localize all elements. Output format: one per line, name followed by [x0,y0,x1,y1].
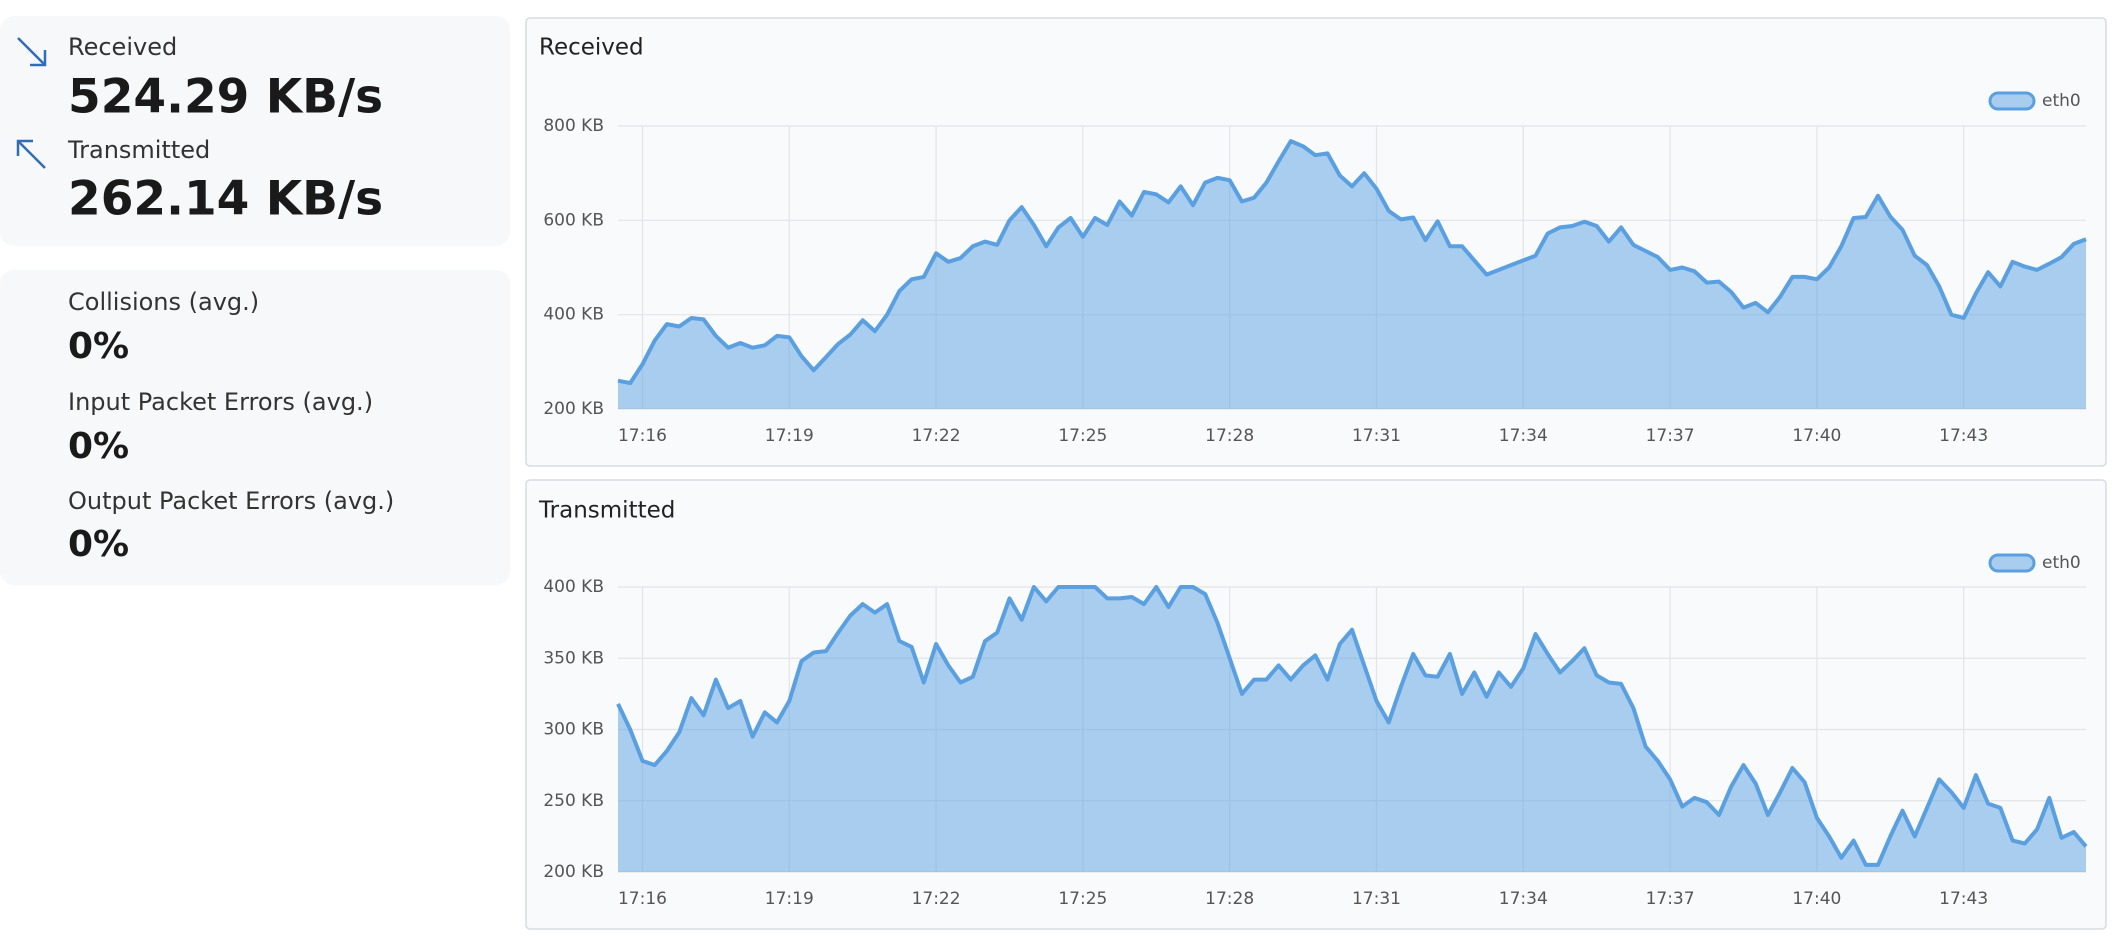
line [616,585,2088,867]
y-tick-label: 250 KB [543,791,604,811]
received-label: Received [68,33,177,61]
x-tick-label: 17:37 [1646,426,1695,446]
y-tick-label: 600 KB [543,210,604,230]
area [618,587,2086,872]
y-tick-label: 400 KB [543,577,604,597]
x-tick-label: 17:25 [1058,889,1107,909]
error-value: 0% [68,426,129,467]
received-value: 524.29 KB/s [68,70,383,125]
chart-title: Received [539,35,644,61]
x-tick-label: 17:31 [1352,889,1401,909]
legend-swatch [1988,91,2036,111]
x-tick-label: 17:31 [1352,426,1401,446]
y-tick-label: 300 KB [543,720,604,740]
x-tick-label: 17:16 [618,426,667,446]
line [617,139,2087,386]
area [618,141,2086,409]
error-card [0,270,510,585]
error-value: 0% [68,326,129,367]
x-tick-label: 17:22 [912,426,961,446]
error-label: Collisions (avg.) [68,288,259,316]
x-tick-label: 17:28 [1205,889,1254,909]
legend-label: eth0 [2042,553,2081,573]
x-tick-label: 17:19 [765,426,814,446]
y-tick-label: 200 KB [543,399,604,419]
x-tick-label: 17:34 [1499,426,1548,446]
x-tick-label: 17:40 [1792,426,1841,446]
y-tick-label: 350 KB [543,648,604,668]
transmitted-value: 262.14 KB/s [68,172,383,227]
legend-label: eth0 [2042,91,2081,111]
x-tick-label: 17:25 [1058,426,1107,446]
x-tick-label: 17:22 [912,889,961,909]
error-label: Output Packet Errors (avg.) [68,487,394,515]
x-tick-label: 17:43 [1939,426,1988,446]
chart-title: Transmitted [538,498,675,524]
transmitted-label: Transmitted [67,136,210,164]
x-tick-label: 17:19 [765,889,814,909]
x-tick-label: 17:34 [1499,889,1548,909]
y-tick-label: 800 KB [543,116,604,136]
error-value: 0% [68,524,129,565]
x-tick-label: 17:43 [1939,889,1988,909]
received-icon [17,37,47,67]
error-label: Input Packet Errors (avg.) [68,388,373,416]
x-tick-label: 17:40 [1792,889,1841,909]
legend-swatch [1988,553,2036,573]
x-tick-label: 17:28 [1205,426,1254,446]
transmitted-icon [16,139,46,169]
y-tick-label: 200 KB [543,862,604,882]
x-tick-label: 17:16 [618,889,667,909]
rate-card [0,16,510,246]
y-tick-label: 400 KB [543,305,604,325]
x-tick-label: 17:37 [1646,889,1695,909]
